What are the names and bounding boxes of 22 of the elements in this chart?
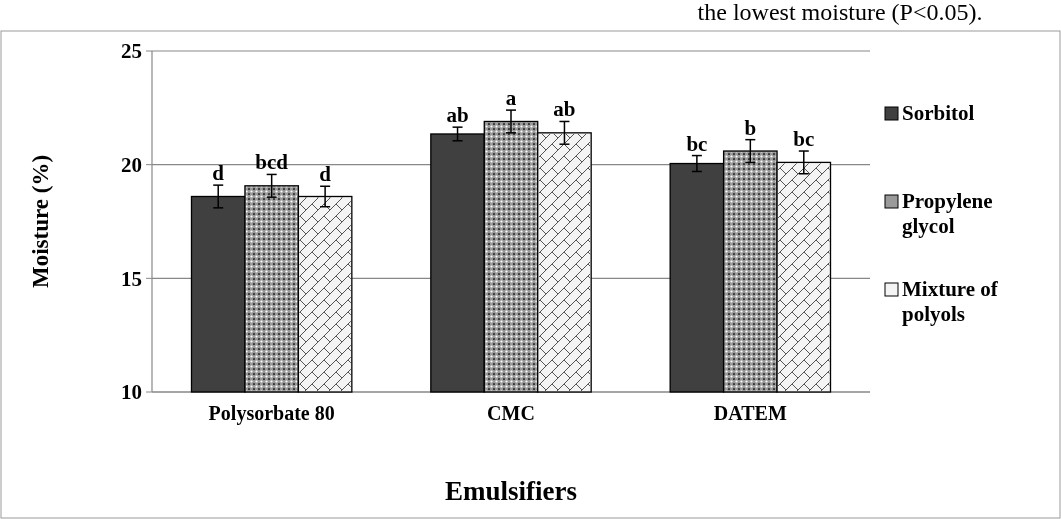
y-tick-label: 25 [121, 39, 142, 64]
y-axis-title: Moisture (%) [28, 154, 53, 289]
y-tick-label: 20 [121, 153, 142, 178]
x-axis-title: Emulsifiers [445, 476, 577, 506]
y-tick-label: 10 [121, 380, 142, 405]
x-tick-label: CMC [487, 402, 535, 424]
legend-label: Propylene glycol [902, 189, 993, 238]
legend-label: Sorbitol [902, 101, 975, 125]
data-label: ab [553, 97, 576, 122]
data-label: ab [446, 103, 469, 128]
legend-label: Mixture of polyols [902, 277, 999, 326]
data-label: bcd [255, 150, 289, 175]
data-label: b [744, 115, 757, 140]
data-label: bc [686, 131, 708, 156]
data-label: d [212, 161, 225, 186]
data-label: a [505, 86, 517, 111]
x-tick-label: Polysorbate 80 [208, 402, 335, 425]
data-label: bc [793, 127, 815, 152]
x-tick-label: DATEM [713, 402, 787, 424]
text: the lowest moisture (P<0.05). [697, 0, 983, 25]
data-label: d [319, 162, 332, 187]
y-tick-label: 15 [121, 266, 142, 291]
